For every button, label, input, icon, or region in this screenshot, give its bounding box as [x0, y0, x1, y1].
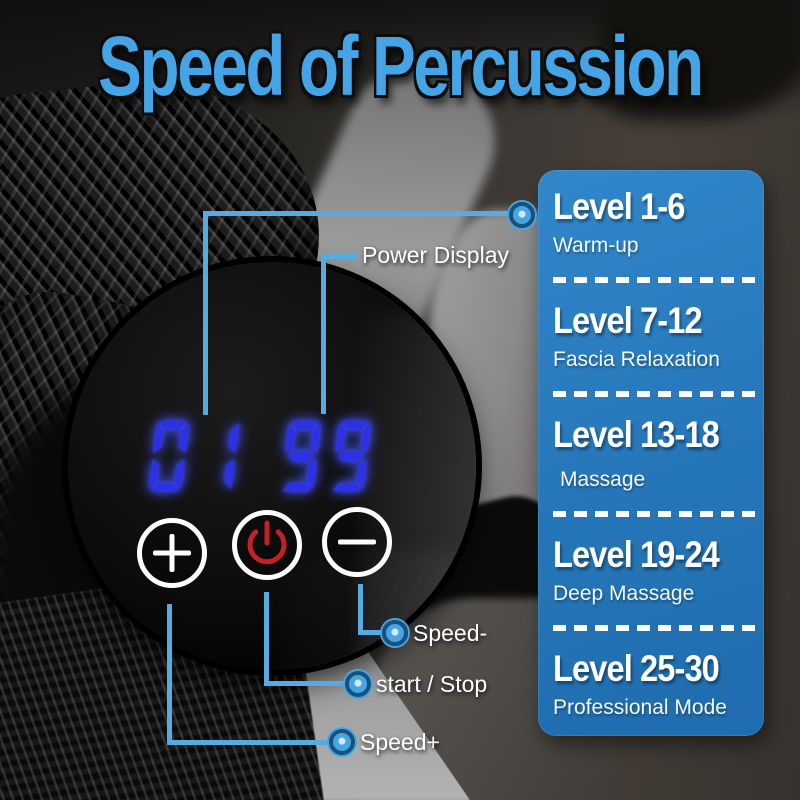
speed-minus-button[interactable] [322, 507, 392, 577]
led-display [143, 418, 376, 494]
level-section: Level 13-18 Massage [553, 413, 752, 493]
panel-reflection [358, 312, 476, 670]
start-stop-label: start / Stop [376, 671, 488, 697]
callout-dot-panel [509, 202, 535, 228]
plus-icon [169, 534, 175, 572]
callout-line-speed-minus-h [358, 630, 388, 635]
callout-line-start-stop-v [264, 592, 269, 686]
level-mode: Deep Massage [553, 582, 695, 606]
led-digit-1 [224, 423, 240, 489]
callout-dot-speed-plus [329, 729, 355, 755]
dashed-divider [553, 625, 757, 632]
led-digit-0 [148, 421, 190, 491]
callout-line-start-stop-h [264, 681, 350, 686]
level-range: Level 7-12 [553, 299, 703, 341]
minus-icon [338, 539, 376, 545]
dashed-divider [553, 276, 757, 283]
callout-line-display-left [203, 211, 208, 415]
level-mode: Massage [560, 468, 646, 492]
dashed-divider [553, 511, 757, 518]
led-digit-9 [282, 421, 322, 491]
control-panel [68, 262, 476, 670]
callout-line-power-display-v [321, 254, 326, 414]
level-table-panel: Level 1-6 Warm-up Level 7-12 Fascia Rela… [538, 170, 764, 736]
power-icon [247, 520, 287, 565]
callout-dot-start-stop [345, 671, 371, 697]
dashed-divider [553, 390, 757, 397]
level-section: Level 1-6 Warm-up [553, 186, 752, 258]
callout-line-speed-minus-v [358, 584, 363, 635]
background-hair-shape [600, 0, 800, 120]
level-range: Level 13-18 [553, 413, 720, 455]
level-range: Level 1-6 [553, 186, 685, 227]
level-section: Level 19-24 Deep Massage [553, 534, 752, 606]
level-section: Level 25-30 Professional Mode [553, 648, 752, 720]
led-digit-9 [332, 421, 372, 491]
page-title: Speed of Percussion [98, 19, 704, 113]
level-mode: Fascia Relaxation [553, 347, 720, 371]
level-mode: Professional Mode [553, 695, 727, 719]
callout-line-speed-plus-h [167, 740, 335, 745]
speed-plus-button[interactable] [137, 518, 207, 588]
level-section: Level 7-12 Fascia Relaxation [553, 299, 752, 372]
power-button[interactable] [232, 510, 302, 580]
level-range: Level 25-30 [553, 648, 720, 690]
level-range: Level 19-24 [553, 534, 720, 576]
callout-line-display-to-panel [203, 211, 521, 216]
callout-line-power-display-h [321, 254, 357, 259]
speed-plus-label: Speed+ [360, 729, 440, 755]
callout-line-speed-plus-v [167, 604, 172, 745]
callout-dot-speed-minus [382, 620, 408, 646]
speed-minus-label: Speed- [413, 620, 488, 646]
level-mode: Warm-up [553, 233, 639, 257]
power-display-label: Power Display [362, 242, 509, 268]
